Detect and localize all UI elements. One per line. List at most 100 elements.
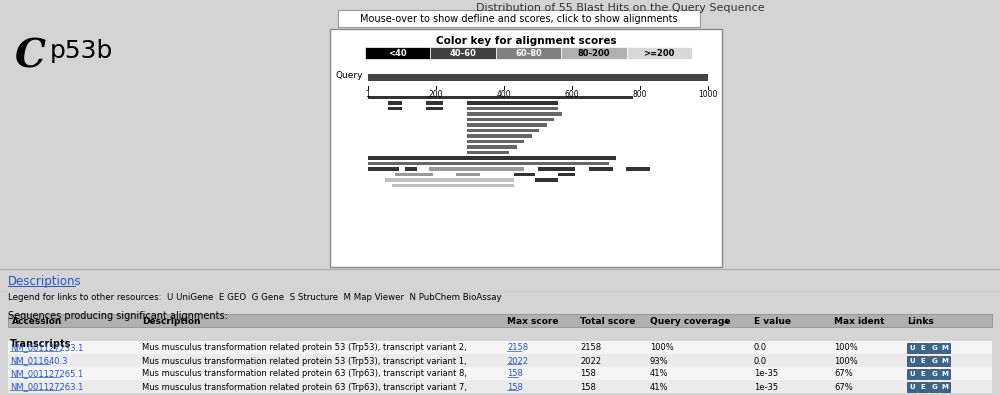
Text: 93%: 93% xyxy=(650,357,669,365)
Text: Links: Links xyxy=(907,316,934,325)
Text: 200: 200 xyxy=(429,90,443,99)
Text: 1e-35: 1e-35 xyxy=(754,382,778,391)
Bar xyxy=(929,382,939,392)
Bar xyxy=(388,107,402,110)
Text: G: G xyxy=(931,384,937,390)
Bar xyxy=(467,101,558,105)
Text: M: M xyxy=(942,345,948,351)
Bar xyxy=(561,47,627,59)
Text: 100%: 100% xyxy=(650,344,674,352)
Bar xyxy=(907,382,917,392)
Text: Mus musculus transformation related protein 53 (Trp53), transcript variant 1,: Mus musculus transformation related prot… xyxy=(142,357,467,365)
Text: Color key for alignment scores: Color key for alignment scores xyxy=(436,36,616,46)
Text: G: G xyxy=(931,358,937,364)
Text: Descriptions: Descriptions xyxy=(8,275,82,288)
Text: G: G xyxy=(931,371,937,377)
Text: 400: 400 xyxy=(497,90,511,99)
Bar xyxy=(467,117,554,121)
Bar xyxy=(395,173,433,176)
Text: E: E xyxy=(921,358,925,364)
Text: 40-60: 40-60 xyxy=(450,49,477,58)
Bar xyxy=(940,356,950,366)
Text: Accession: Accession xyxy=(12,316,62,325)
Bar xyxy=(467,123,547,126)
Text: E: E xyxy=(921,384,925,390)
Text: Query: Query xyxy=(336,71,364,81)
Bar xyxy=(467,107,558,110)
Bar xyxy=(940,343,950,353)
Bar xyxy=(918,343,928,353)
Bar xyxy=(467,134,532,137)
Bar xyxy=(627,47,692,59)
Bar xyxy=(467,139,524,143)
Text: 158: 158 xyxy=(507,382,523,391)
Text: Max score: Max score xyxy=(507,316,558,325)
Bar xyxy=(365,47,430,59)
Bar xyxy=(467,145,517,149)
Text: >=200: >=200 xyxy=(644,49,675,58)
Bar xyxy=(368,167,399,171)
Text: Transcripts: Transcripts xyxy=(10,339,71,349)
Bar xyxy=(538,167,575,171)
Text: 67%: 67% xyxy=(834,382,853,391)
Bar xyxy=(330,29,722,267)
Text: Mus musculus transformation related protein 63 (Trp63), transcript variant 8,: Mus musculus transformation related prot… xyxy=(142,369,467,378)
Text: 60-80: 60-80 xyxy=(515,49,542,58)
Text: 2158: 2158 xyxy=(507,344,528,352)
Bar xyxy=(514,173,535,176)
Text: 2022: 2022 xyxy=(580,357,601,365)
Text: Max ident: Max ident xyxy=(834,316,885,325)
Text: E: E xyxy=(921,345,925,351)
Text: 80-200: 80-200 xyxy=(578,49,610,58)
Bar xyxy=(8,314,992,327)
Bar xyxy=(392,184,514,187)
Text: <40: <40 xyxy=(388,49,407,58)
Text: 800: 800 xyxy=(633,90,647,99)
Text: NM_001127263.1: NM_001127263.1 xyxy=(10,382,83,391)
Text: Mus musculus transformation related protein 63 (Trp63), transcript variant 7,: Mus musculus transformation related prot… xyxy=(142,382,467,391)
Bar xyxy=(929,369,939,379)
Text: Description: Description xyxy=(142,316,200,325)
Text: 41%: 41% xyxy=(650,382,668,391)
Text: Mus musculus transformation related protein 53 (Trp53), transcript variant 2,: Mus musculus transformation related prot… xyxy=(142,344,467,352)
Text: NM_001127265.1: NM_001127265.1 xyxy=(10,369,83,378)
Bar xyxy=(388,101,402,105)
Bar xyxy=(368,96,633,99)
Bar xyxy=(368,156,616,160)
Bar xyxy=(8,367,992,380)
Bar xyxy=(405,167,417,171)
Text: 1e-35: 1e-35 xyxy=(754,369,778,378)
Bar xyxy=(535,178,558,181)
Text: 100%: 100% xyxy=(834,357,858,365)
Bar xyxy=(8,354,992,367)
Text: 158: 158 xyxy=(580,369,596,378)
Bar xyxy=(467,128,539,132)
Text: M: M xyxy=(942,371,948,377)
Bar xyxy=(430,47,496,59)
Text: 158: 158 xyxy=(580,382,596,391)
Text: Total score: Total score xyxy=(580,316,635,325)
Bar xyxy=(929,343,939,353)
Text: 100%: 100% xyxy=(834,344,858,352)
Text: G: G xyxy=(931,345,937,351)
Text: NM_001127233.1: NM_001127233.1 xyxy=(10,344,83,352)
Bar xyxy=(918,369,928,379)
Bar xyxy=(8,380,992,393)
Bar xyxy=(496,47,561,59)
Bar xyxy=(907,356,917,366)
Bar xyxy=(385,178,514,181)
Text: M: M xyxy=(942,384,948,390)
Bar xyxy=(940,369,950,379)
Text: C: C xyxy=(15,37,46,75)
Text: 158: 158 xyxy=(507,369,523,378)
Bar xyxy=(940,382,950,392)
Text: U: U xyxy=(909,358,915,364)
Bar xyxy=(368,162,609,165)
Text: Sequences producing significant alignments:: Sequences producing significant alignmen… xyxy=(8,311,228,321)
Text: 1: 1 xyxy=(366,90,370,99)
Text: 0.0: 0.0 xyxy=(754,357,767,365)
Bar xyxy=(918,356,928,366)
Text: 0.0: 0.0 xyxy=(754,344,767,352)
Text: NM_011640.3: NM_011640.3 xyxy=(10,357,68,365)
Bar xyxy=(338,10,700,27)
